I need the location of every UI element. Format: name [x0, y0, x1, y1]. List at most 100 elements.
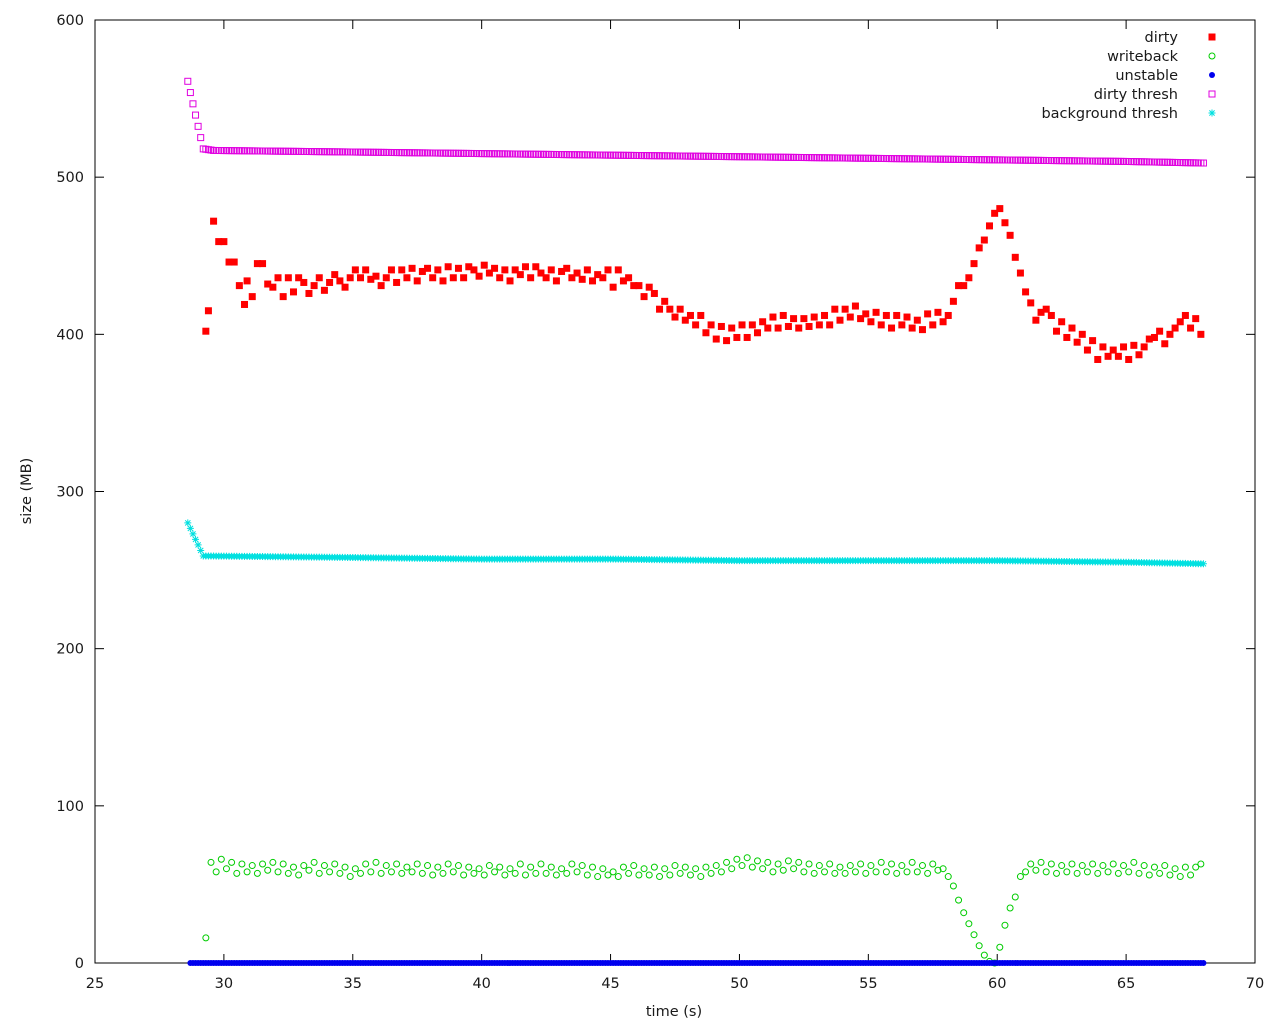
writeback-point	[769, 868, 777, 876]
dirty-point	[599, 274, 607, 282]
writeback-point	[1140, 862, 1148, 870]
writeback-point	[1053, 869, 1061, 877]
writeback-point	[841, 869, 849, 877]
dirty-point	[501, 266, 509, 274]
writeback-point	[424, 862, 432, 870]
writeback-point	[1078, 862, 1086, 870]
dirty-point	[269, 283, 277, 291]
dirty-point	[764, 324, 772, 332]
dirty-point	[295, 274, 303, 282]
writeback-point	[449, 868, 457, 876]
dirty-point	[996, 205, 1004, 213]
dirty-point	[630, 282, 638, 290]
writeback-point	[686, 871, 694, 879]
dirty-point	[1120, 343, 1128, 351]
dirty-point	[491, 264, 499, 272]
writeback-point	[867, 862, 875, 870]
writeback-point	[1109, 860, 1117, 868]
writeback-point	[790, 865, 798, 873]
y-tick-label: 500	[56, 170, 84, 186]
x-tick-label: 35	[344, 976, 362, 992]
writeback-point	[228, 858, 236, 866]
dirty-point	[723, 337, 731, 345]
x-tick-label: 30	[215, 976, 233, 992]
writeback-point	[929, 860, 937, 868]
x-tick-label: 55	[859, 976, 877, 992]
dirty-point	[305, 289, 313, 297]
dirty-point	[573, 269, 581, 277]
writeback-point	[542, 869, 550, 877]
dirty-point	[614, 266, 622, 274]
writeback-point	[537, 860, 545, 868]
dirty-point	[851, 302, 859, 310]
y-tick-label: 300	[56, 485, 84, 501]
writeback-point	[738, 862, 746, 870]
writeback-point	[382, 862, 390, 870]
dirty-point	[702, 329, 710, 337]
dirty-point	[872, 308, 880, 316]
dirty-point	[1156, 327, 1164, 335]
dirty-point	[1125, 355, 1133, 363]
legend-marker-writeback	[1208, 52, 1216, 60]
writeback-point	[418, 869, 426, 877]
dirty-point	[235, 282, 243, 290]
series-dirty-thresh	[184, 77, 1207, 167]
dirty-point	[372, 272, 380, 280]
dirty-point	[1150, 333, 1158, 341]
writeback-point	[872, 868, 880, 876]
writeback-point	[661, 865, 669, 873]
dirty-point	[532, 263, 540, 271]
writeback-point	[692, 865, 700, 873]
dirty-point	[650, 289, 658, 297]
series-unstable	[187, 960, 1207, 966]
legend-label-dirty-thresh: dirty thresh	[1094, 87, 1178, 103]
dirty-point	[1078, 330, 1086, 338]
dirty-point	[769, 313, 777, 321]
y-tick-label: 200	[56, 642, 84, 658]
dirty-point	[413, 277, 421, 285]
series-writeback	[202, 854, 1205, 967]
dirty-point	[779, 311, 787, 319]
dirty-point	[676, 305, 684, 313]
dirty-point	[594, 271, 602, 279]
writeback-point	[635, 871, 643, 879]
writeback-point	[362, 860, 370, 868]
writeback-point	[970, 931, 978, 939]
dirty-point	[1099, 343, 1107, 351]
writeback-point	[465, 863, 473, 871]
dirty-point	[527, 274, 535, 282]
background-thresh-point	[1199, 560, 1207, 568]
dirty-point	[537, 269, 545, 277]
writeback-point	[501, 871, 509, 879]
writeback-point	[238, 860, 246, 868]
y-tick-label: 600	[56, 13, 84, 29]
background-thresh-point	[184, 519, 192, 527]
writeback-point	[295, 871, 303, 879]
dirty-point	[511, 266, 519, 274]
dirty-thresh-point	[189, 100, 197, 108]
x-axis-ticks: 25 30 35 40 45 50 55 60 65 70	[86, 20, 1264, 992]
dirty-point	[1016, 269, 1024, 277]
dirty-point	[836, 316, 844, 324]
writeback-point	[1083, 868, 1091, 876]
dirty-point	[888, 324, 896, 332]
writeback-point	[336, 869, 344, 877]
dirty-point	[1037, 308, 1045, 316]
writeback-point	[599, 865, 607, 873]
writeback-point	[1181, 863, 1189, 871]
writeback-point	[264, 866, 272, 874]
dirty-point	[686, 311, 694, 319]
dirty-point	[805, 322, 813, 330]
dirty-point	[434, 266, 442, 274]
dirty-point	[774, 324, 782, 332]
dirty-point	[918, 326, 926, 334]
writeback-point	[702, 863, 710, 871]
dirty-point	[485, 269, 493, 277]
series-layer	[184, 77, 1207, 967]
writeback-point	[898, 862, 906, 870]
writeback-point	[413, 860, 421, 868]
dirty-point	[939, 318, 947, 326]
writeback-point	[676, 869, 684, 877]
writeback-point	[207, 858, 215, 866]
